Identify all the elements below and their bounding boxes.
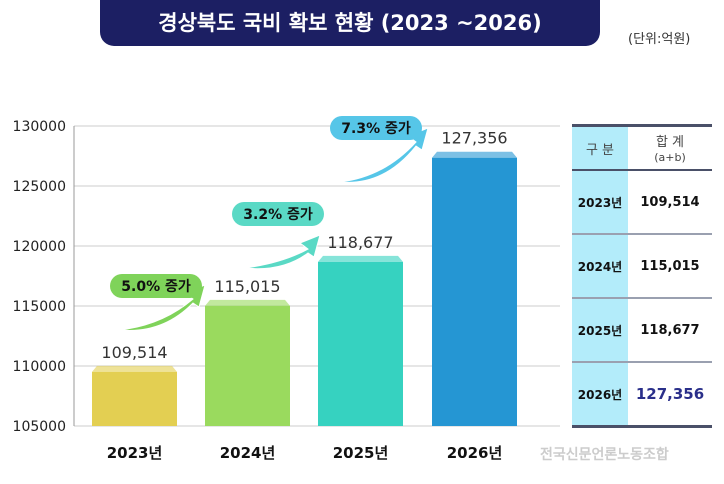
x-tick-label: 2024년: [220, 444, 276, 462]
x-tick-label: 2025년: [333, 444, 389, 462]
row-total: 115,015: [640, 258, 700, 274]
bar: [318, 261, 403, 426]
x-tick-label: 2023년: [107, 444, 163, 462]
value-label: 118,677: [327, 233, 393, 252]
growth-arrow-icon: [244, 234, 321, 270]
table-row: 2023년 109,514: [572, 171, 712, 235]
header-total-label: 합 계: [655, 135, 685, 150]
unit-label: (단위:억원): [628, 32, 691, 47]
bar-top: [205, 299, 290, 306]
bar-top: [432, 151, 517, 158]
bar-top: [92, 365, 177, 372]
value-label: 115,015: [214, 277, 280, 296]
header-total: 합 계 (a+b): [628, 131, 712, 165]
growth-label: 7.3% 증가: [341, 121, 411, 137]
value-label: 109,514: [101, 343, 167, 362]
table-row: 2026년 127,356: [572, 363, 712, 428]
row-year: 2024년: [572, 235, 628, 297]
y-tick-label: 125000: [13, 179, 66, 195]
row-total: 109,514: [640, 194, 700, 210]
bar: [432, 157, 517, 426]
summary-table: 구 분 합 계 (a+b) 2023년 109,514 2024년 115,015 2…: [572, 124, 712, 428]
y-tick-label: 120000: [13, 239, 66, 255]
growth-badge: [232, 202, 324, 226]
watermark: 전국신문언론노동조합: [540, 447, 669, 463]
bar-top: [318, 255, 403, 262]
y-tick-label: 105000: [13, 419, 66, 435]
bar: [205, 305, 290, 426]
row-total: 127,356: [635, 385, 705, 403]
row-year: 2023년: [572, 171, 628, 233]
x-tick-label: 2026년: [447, 444, 503, 462]
y-tick-label: 115000: [13, 299, 66, 315]
table-row: 2025년 118,677: [572, 299, 712, 363]
growth-label: 5.0% 증가: [121, 279, 191, 295]
bar: [92, 371, 177, 426]
page-title: 경상북도 국비 확보 현황 (2023 ~2026): [100, 0, 600, 46]
row-year: 2025년: [572, 299, 628, 361]
growth-label: 3.2% 증가: [243, 207, 313, 223]
table-header: 구 분 합 계 (a+b): [572, 124, 712, 171]
row-total: 118,677: [640, 322, 700, 338]
y-tick-label: 130000: [13, 119, 66, 135]
y-tick-label: 110000: [13, 359, 66, 375]
value-label: 127,356: [441, 129, 507, 148]
growth-badge: [330, 116, 422, 140]
table-row: 2024년 115,015: [572, 235, 712, 299]
header-total-sub: (a+b): [654, 151, 686, 164]
header-category: 구 분: [572, 127, 628, 169]
growth-badge: [110, 274, 202, 298]
row-year: 2026년: [572, 363, 628, 425]
